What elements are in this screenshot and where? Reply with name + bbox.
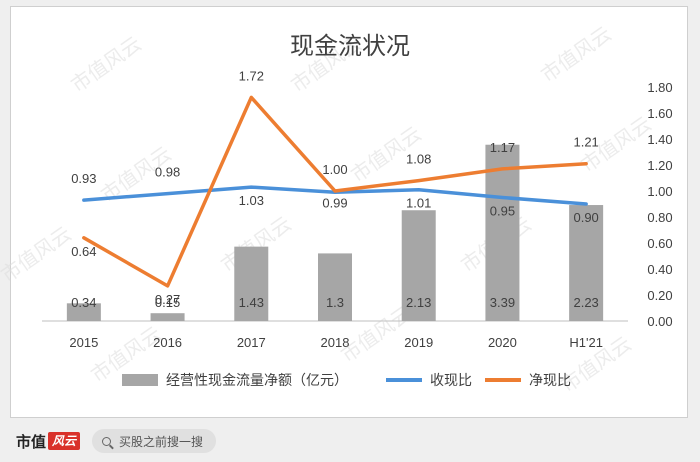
x-axis-tick-label: 2015 — [69, 335, 98, 350]
bar-data-label: 2.13 — [406, 295, 431, 310]
search-placeholder: 买股之前搜一搜 — [119, 434, 204, 449]
bar-data-label: 1.3 — [326, 295, 344, 310]
line-data-label: 1.00 — [322, 162, 347, 177]
bar-data-label: 1.43 — [239, 295, 264, 310]
search-icon — [102, 436, 112, 446]
right-axis-tick-label: 1.20 — [647, 158, 672, 173]
bar — [485, 144, 520, 321]
series-line — [82, 95, 588, 288]
x-axis-tick-label: 2019 — [404, 335, 433, 350]
right-axis-tick-label: 0.60 — [647, 236, 672, 251]
search-box[interactable]: 买股之前搜一搜 — [92, 429, 217, 453]
bar — [66, 303, 101, 321]
watermark-text: 市值风云 — [536, 21, 615, 87]
right-axis-tick-label: 1.60 — [647, 106, 672, 121]
line-data-label: 1.17 — [490, 140, 515, 155]
line-data-label: 0.99 — [322, 195, 347, 210]
brand-logo-badge: 风云 — [48, 432, 81, 450]
x-axis-tick-label: 2020 — [488, 335, 517, 350]
legend-label: 净现比 — [529, 373, 571, 389]
line-data-label: 0.90 — [573, 210, 598, 225]
right-axis-tick-label: 0.00 — [647, 314, 672, 329]
x-axis-tick-label: 2016 — [153, 335, 182, 350]
watermark-text: 市值风云 — [0, 221, 76, 287]
line-data-label: 1.01 — [406, 196, 431, 211]
legend-swatch-bar — [122, 374, 158, 386]
right-axis-tick-label: 1.80 — [647, 80, 672, 95]
line-data-label: 0.93 — [71, 171, 96, 186]
x-axis-tick-label: H1'21 — [569, 335, 603, 350]
bar — [234, 246, 269, 321]
bar — [318, 253, 352, 321]
line-data-label: 1.72 — [239, 68, 264, 83]
chart-title: 现金流状况 — [290, 32, 410, 60]
right-axis-tick-label: 1.40 — [647, 132, 672, 147]
bar-data-label: 2.23 — [573, 295, 598, 310]
line-data-label: 0.64 — [71, 244, 96, 259]
bar — [569, 205, 604, 321]
bar-data-label: 0.15 — [155, 295, 180, 310]
line-data-label: 1.03 — [239, 193, 264, 208]
watermark-text: 市值风云 — [66, 31, 145, 97]
line-data-label: 1.21 — [573, 135, 598, 150]
brand-text: 市值 — [16, 433, 47, 451]
bar — [401, 210, 436, 321]
line-data-label: 1.08 — [406, 152, 431, 167]
brand-logo[interactable]: 市值 风云 — [16, 431, 81, 452]
line-data-label: 0.27 — [155, 292, 180, 307]
right-axis-tick-label: 0.20 — [647, 288, 672, 303]
x-axis-tick-label: 2018 — [321, 335, 350, 350]
bar — [150, 313, 185, 321]
x-axis-tick-label: 2017 — [237, 335, 266, 350]
right-axis-tick-label: 0.40 — [647, 262, 672, 277]
bar-data-label: 3.39 — [490, 295, 515, 310]
line-data-label: 0.98 — [155, 165, 180, 180]
footer-bar: 市值 风云 买股之前搜一搜 — [0, 420, 700, 462]
legend-label: 经营性现金流量净额（亿元） — [166, 373, 348, 389]
legend-label: 收现比 — [430, 373, 472, 389]
line-data-label: 0.95 — [490, 204, 515, 219]
bar-data-label: 0.34 — [71, 295, 96, 310]
right-axis-tick-label: 1.00 — [647, 184, 672, 199]
right-axis-tick-label: 0.80 — [647, 210, 672, 225]
